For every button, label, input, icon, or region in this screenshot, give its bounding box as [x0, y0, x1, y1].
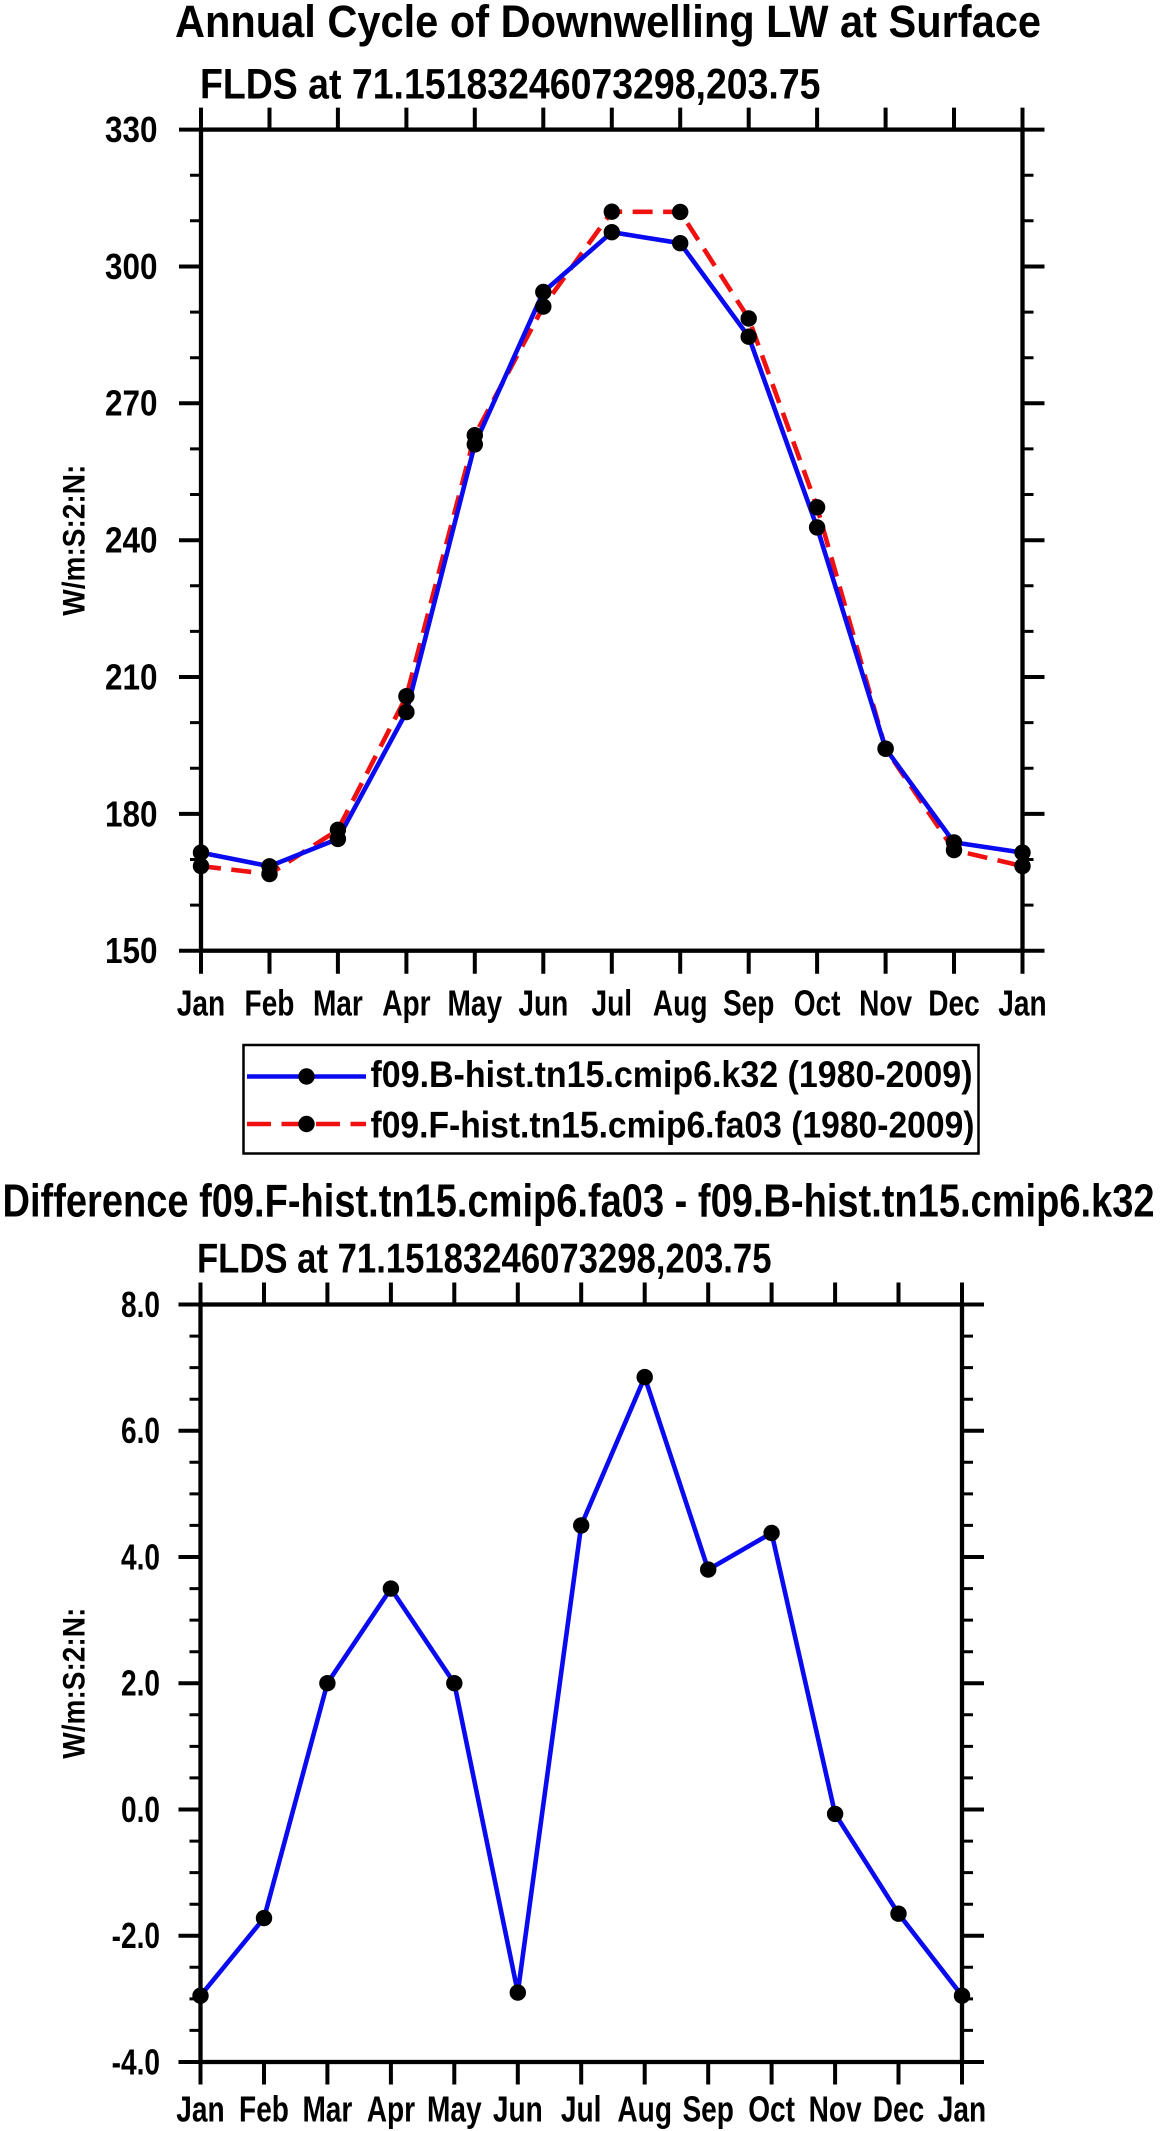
svg-text:Jan: Jan	[177, 982, 225, 1023]
svg-text:Aug: Aug	[617, 2089, 672, 2130]
svg-text:Jul: Jul	[561, 2089, 602, 2130]
svg-text:f09.B-hist.tn15.cmip6.k32 (198: f09.B-hist.tn15.cmip6.k32 (1980-2009)	[371, 1054, 973, 1095]
svg-text:Jun: Jun	[518, 982, 568, 1023]
svg-text:Apr: Apr	[382, 982, 430, 1023]
svg-text:Sep: Sep	[682, 2089, 734, 2130]
svg-text:Oct: Oct	[794, 982, 841, 1023]
svg-text:Apr: Apr	[367, 2089, 415, 2130]
svg-text:-4.0: -4.0	[112, 2041, 160, 2082]
svg-text:Mar: Mar	[302, 2089, 352, 2130]
svg-text:6.0: 6.0	[121, 1410, 160, 1451]
svg-text:Feb: Feb	[245, 982, 295, 1023]
svg-text:-2.0: -2.0	[112, 1915, 160, 1956]
svg-text:May: May	[427, 2089, 482, 2130]
svg-text:W/m:S:2:N:: W/m:S:2:N:	[56, 1608, 92, 1759]
svg-text:4.0: 4.0	[121, 1536, 160, 1577]
svg-text:FLDS at 71.15183246073298,203.: FLDS at 71.15183246073298,203.75	[200, 62, 821, 109]
svg-text:FLDS at 71.15183246073298,203.: FLDS at 71.15183246073298,203.75	[197, 1234, 772, 1281]
svg-text:210: 210	[105, 656, 158, 697]
svg-text:Jul: Jul	[592, 982, 633, 1023]
svg-text:300: 300	[105, 246, 158, 287]
svg-text:Jun: Jun	[493, 2089, 543, 2130]
svg-text:Difference f09.F-hist.tn15.cmi: Difference f09.F-hist.tn15.cmip6.fa03 - …	[3, 1175, 1155, 1227]
svg-text:Mar: Mar	[313, 982, 363, 1023]
svg-text:Sep: Sep	[723, 982, 775, 1023]
svg-text:Dec: Dec	[873, 2089, 925, 2130]
svg-text:240: 240	[105, 520, 158, 561]
svg-text:2.0: 2.0	[121, 1663, 160, 1704]
svg-text:Oct: Oct	[748, 2089, 795, 2130]
svg-text:180: 180	[105, 793, 158, 834]
svg-text:0.0: 0.0	[121, 1789, 160, 1830]
svg-text:f09.F-hist.tn15.cmip6.fa03 (19: f09.F-hist.tn15.cmip6.fa03 (1980-2009)	[371, 1105, 975, 1146]
svg-text:Dec: Dec	[928, 982, 980, 1023]
svg-text:270: 270	[105, 383, 158, 424]
svg-text:May: May	[448, 982, 503, 1023]
svg-text:8.0: 8.0	[121, 1284, 160, 1325]
svg-text:Jan: Jan	[176, 2089, 224, 2130]
svg-text:Aug: Aug	[653, 982, 708, 1023]
svg-text:150: 150	[105, 930, 158, 971]
svg-text:Nov: Nov	[809, 2089, 862, 2130]
svg-text:Annual Cycle of Downwelling LW: Annual Cycle of Downwelling LW at Surfac…	[175, 0, 1041, 47]
svg-text:Nov: Nov	[859, 982, 912, 1023]
svg-text:W/m:S:2:N:: W/m:S:2:N:	[56, 465, 92, 616]
svg-text:Jan: Jan	[998, 982, 1046, 1023]
svg-text:Jan: Jan	[938, 2089, 986, 2130]
svg-text:Feb: Feb	[239, 2089, 289, 2130]
svg-text:330: 330	[105, 109, 158, 150]
